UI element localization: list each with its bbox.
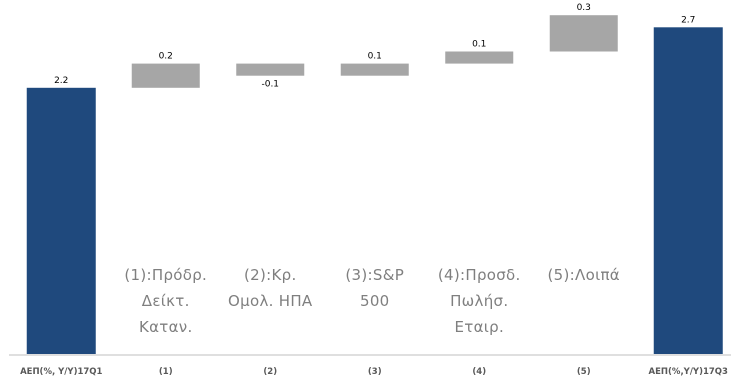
bar-5 xyxy=(549,15,618,52)
bar-2 xyxy=(236,63,305,76)
bar-0 xyxy=(26,87,96,355)
annotation-line: (2):Κρ. xyxy=(243,266,297,284)
x-tick-label-5: (5) xyxy=(577,367,591,377)
bar-3 xyxy=(340,63,409,76)
annotation-line: Πωλήσ. xyxy=(450,292,509,310)
data-label-1: 0.2 xyxy=(159,52,173,62)
data-label-2: -0.1 xyxy=(261,80,279,90)
x-tick-label-2: (2) xyxy=(263,367,277,377)
annotation-line: (3):S&P xyxy=(345,266,405,284)
annotation-1: (1):Πρόδρ. Δείκτ. Καταν. xyxy=(111,262,221,340)
x-tick-label-3: (3) xyxy=(368,367,382,377)
annotation-3: (3):S&P 500 xyxy=(320,262,430,314)
annotation-2: (2):Κρ. Ομολ. ΗΠΑ xyxy=(215,262,325,314)
annotation-line: Ομολ. ΗΠΑ xyxy=(228,292,313,310)
x-tick-label-4: (4) xyxy=(472,367,486,377)
data-label-0: 2.2 xyxy=(54,76,68,86)
bar-6 xyxy=(653,27,723,355)
bar-4 xyxy=(445,51,514,64)
data-label-3: 0.1 xyxy=(368,52,382,62)
annotation-line: (1):Πρόδρ. xyxy=(124,266,208,284)
annotation-line: 500 xyxy=(359,292,390,310)
annotation-line: Δείκτ. xyxy=(141,292,190,310)
annotation-line: Καταν. xyxy=(138,318,193,336)
annotation-line: (4):Προσδ. xyxy=(437,266,521,284)
x-tick-label-1: (1) xyxy=(159,367,173,377)
x-tick-label-6: ΑΕΠ(%,Υ/Υ)17Q3 xyxy=(649,367,728,377)
annotation-line: Εταιρ. xyxy=(454,318,505,336)
bar-1 xyxy=(131,63,200,88)
annotation-5: (5):Λοιπά xyxy=(529,262,639,288)
data-label-4: 0.1 xyxy=(472,40,486,50)
annotation-line: (5):Λοιπά xyxy=(547,266,620,284)
data-label-5: 0.3 xyxy=(577,3,591,13)
data-label-6: 2.7 xyxy=(681,15,695,25)
x-tick-label-0: ΑΕΠ(%, Υ/Υ)17Q1 xyxy=(20,367,102,377)
annotation-4: (4):Προσδ. Πωλήσ. Εταιρ. xyxy=(424,262,534,340)
